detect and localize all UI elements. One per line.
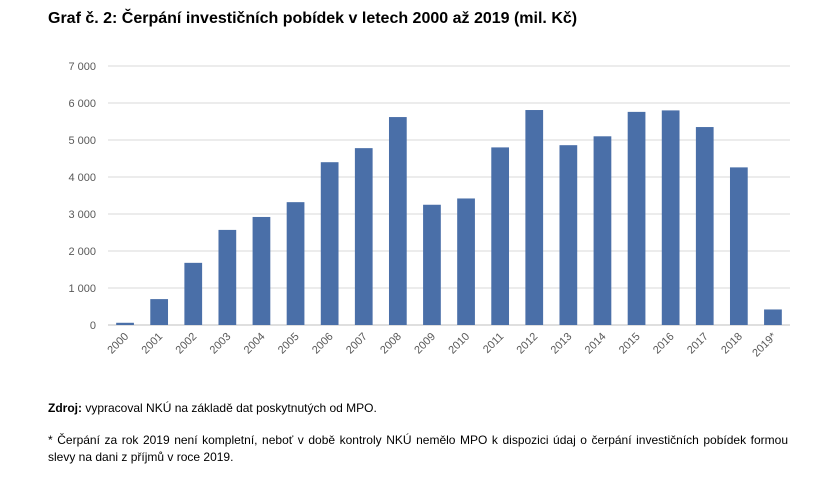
x-tick-label: 2000 bbox=[105, 331, 131, 357]
bar-2009 bbox=[423, 204, 441, 325]
bar-2008 bbox=[388, 117, 407, 325]
x-axis-tick-labels: 2000 2001 2002 2003 2004 2005 2006 2007 2008 2009… bbox=[105, 330, 779, 359]
x-tick-label: 2008 bbox=[378, 331, 404, 357]
bar-2017 bbox=[695, 127, 714, 325]
bar-2001 bbox=[150, 299, 169, 325]
y-tick-label: 5 000 bbox=[68, 135, 96, 147]
x-tick-label: 2001 bbox=[139, 331, 165, 357]
bar-2000 bbox=[116, 322, 134, 325]
bar-2007 bbox=[354, 148, 373, 325]
bar-2012 bbox=[525, 110, 544, 325]
x-tick-label: 2012 bbox=[515, 331, 541, 357]
bar-2013 bbox=[559, 145, 578, 325]
gridlines bbox=[108, 65, 790, 326]
x-tick-label: 2010 bbox=[446, 331, 472, 357]
source-line: Zdroj: vypracoval NKÚ na základě dat pos… bbox=[48, 401, 377, 415]
source-label: Zdroj: bbox=[48, 401, 82, 415]
bar-2015 bbox=[627, 111, 646, 325]
x-tick-label: 2005 bbox=[276, 331, 302, 357]
y-tick-label: 6 000 bbox=[68, 98, 96, 110]
x-tick-label: 2014 bbox=[583, 331, 609, 357]
bar-2002 bbox=[184, 262, 203, 325]
bar-2006 bbox=[320, 162, 339, 325]
y-axis-tick-labels: 0 1 000 2 000 3 000 4 000 5 000 6 000 7 000 bbox=[68, 61, 96, 332]
x-tick-label: 2006 bbox=[310, 331, 336, 357]
x-tick-label: 2003 bbox=[208, 331, 234, 357]
chart-title: Graf č. 2: Čerpání investičních pobídek … bbox=[48, 10, 578, 27]
x-tick-label: 2009 bbox=[412, 331, 438, 357]
y-tick-label: 7 000 bbox=[68, 61, 96, 73]
y-tick-label: 2 000 bbox=[68, 246, 96, 258]
footnote: * Čerpání za rok 2019 není kompletní, ne… bbox=[48, 433, 788, 464]
bar-2005 bbox=[286, 202, 305, 325]
source-text: vypracoval NKÚ na základě dat poskytnutý… bbox=[82, 401, 377, 415]
x-tick-label: 2007 bbox=[344, 331, 370, 357]
bar-2016 bbox=[661, 110, 680, 326]
y-tick-label: 3 000 bbox=[68, 209, 96, 221]
x-tick-label: 2011 bbox=[481, 331, 506, 356]
bar-2019 bbox=[764, 309, 782, 325]
x-tick-label: 2004 bbox=[242, 331, 268, 357]
x-tick-label: 2016 bbox=[651, 331, 677, 357]
y-tick-label: 0 bbox=[90, 320, 96, 332]
x-tick-label: 2018 bbox=[719, 331, 745, 357]
bar-2010 bbox=[457, 198, 475, 325]
bar-2014 bbox=[593, 136, 612, 325]
bar-2011 bbox=[491, 147, 510, 325]
x-tick-label: 2013 bbox=[549, 331, 575, 357]
bar-2018 bbox=[729, 167, 748, 325]
bars bbox=[116, 110, 782, 326]
x-tick-label: 2017 bbox=[685, 331, 711, 357]
bar-chart: 0 1 000 2 000 3 000 4 000 5 000 6 000 7 000 200… bbox=[68, 61, 790, 359]
y-tick-label: 4 000 bbox=[68, 172, 96, 184]
x-tick-label: 2019* bbox=[750, 330, 779, 359]
bar-2004 bbox=[252, 216, 271, 325]
y-tick-label: 1 000 bbox=[68, 283, 96, 295]
x-tick-label: 2015 bbox=[617, 331, 643, 357]
bar-2003 bbox=[218, 229, 237, 325]
x-tick-label: 2002 bbox=[174, 331, 200, 357]
